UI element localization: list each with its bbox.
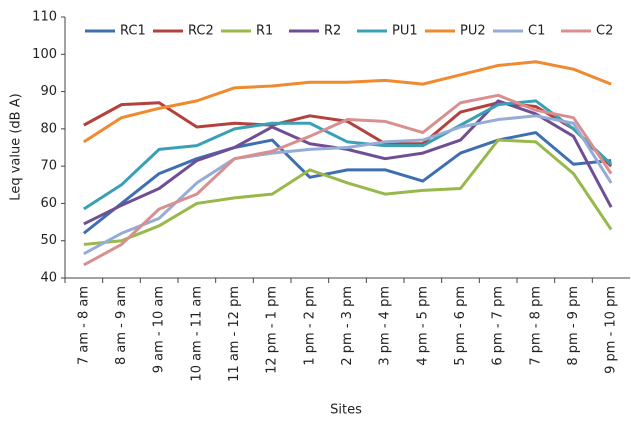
y-tick-label: 50	[40, 233, 57, 248]
x-tick-label: 5 pm - 6 pm	[453, 286, 468, 366]
x-tick-label: 11 am - 12 pm	[227, 286, 242, 382]
series-line	[83, 60, 612, 144]
y-tick-label: 100	[32, 47, 57, 62]
x-tick-label: 8 pm - 9 pm	[566, 286, 581, 366]
series-line	[83, 114, 613, 256]
legend-label: R1	[256, 24, 273, 39]
y-tick-label: 90	[40, 84, 57, 99]
y-tick-label: 40	[40, 271, 57, 286]
y-tick-label: 80	[40, 121, 57, 136]
x-tick-label: 9 am - 10 am	[152, 286, 167, 373]
x-tick-label: 2 pm - 3 pm	[340, 286, 355, 366]
series-line	[82, 131, 612, 235]
series-line	[83, 138, 613, 246]
x-tick-label: 12 pm - 1 pm	[265, 286, 280, 374]
legend-label: PU1	[392, 24, 418, 39]
series-line	[83, 99, 613, 211]
x-tick-label: 1 pm - 2 pm	[302, 286, 317, 366]
legend-label: RC2	[188, 24, 214, 39]
legend-label: RC1	[120, 24, 146, 39]
x-tick-label: 7 am - 8 am	[76, 286, 91, 365]
legend-label: C1	[528, 24, 545, 39]
y-tick-label: 60	[40, 196, 57, 211]
x-tick-label: 9 pm - 10 pm	[604, 286, 619, 374]
legend-label: R2	[324, 24, 341, 39]
x-tick-label: 3 pm - 4 pm	[378, 286, 393, 366]
x-tick-label: 10 am - 11 am	[189, 286, 204, 382]
x-tick-label: 8 am - 9 am	[114, 286, 129, 365]
x-tick-label: 6 pm - 7 pm	[491, 286, 506, 366]
y-tick-label: 70	[40, 159, 57, 174]
legend-label: PU2	[460, 24, 486, 39]
x-tick-label: 7 pm - 8 pm	[528, 286, 543, 366]
series-line	[83, 99, 613, 226]
y-axis-label: Leq value (dB A)	[9, 93, 24, 200]
y-tick-label: 110	[32, 10, 57, 25]
x-axis-label: Sites	[330, 403, 362, 418]
series-line	[83, 93, 613, 267]
legend-label: C2	[596, 24, 613, 39]
x-tick-label: 4 pm - 5 pm	[415, 286, 430, 366]
